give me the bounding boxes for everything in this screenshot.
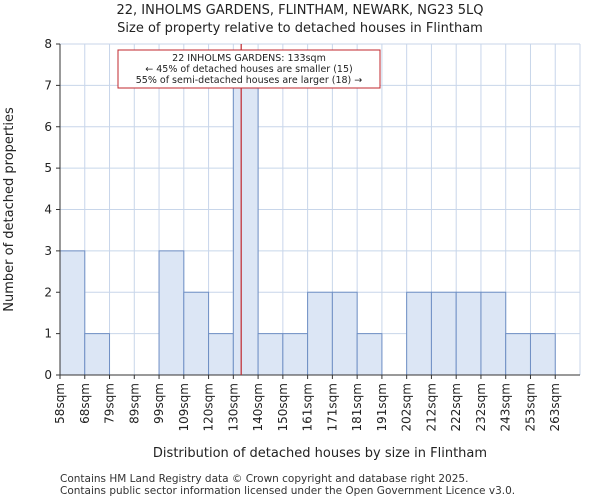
y-tick-label: 0 bbox=[44, 368, 52, 382]
x-tick-label: 202sqm bbox=[400, 383, 414, 431]
x-tick-label: 79sqm bbox=[103, 383, 117, 424]
x-tick-label: 99sqm bbox=[152, 383, 166, 424]
y-tick-label: 6 bbox=[44, 120, 52, 134]
x-tick-label: 140sqm bbox=[251, 383, 265, 431]
histogram-bar bbox=[505, 333, 531, 376]
y-tick-label: 8 bbox=[44, 37, 52, 51]
histogram-bar bbox=[257, 333, 284, 376]
annotation-line-1: 22 INHOLMS GARDENS: 133sqm bbox=[172, 53, 326, 64]
histogram-bar bbox=[282, 333, 309, 376]
y-tick-label: 7 bbox=[44, 78, 52, 92]
histogram-bar bbox=[529, 333, 556, 376]
x-tick-label: 232sqm bbox=[474, 383, 488, 431]
x-tick-label: 212sqm bbox=[424, 383, 438, 431]
x-tick-label: 263sqm bbox=[548, 383, 562, 431]
histogram-bar bbox=[331, 291, 358, 376]
x-axis-title: Distribution of detached houses by size … bbox=[153, 446, 487, 461]
x-tick-label: 222sqm bbox=[449, 383, 463, 431]
x-tick-label: 68sqm bbox=[78, 383, 92, 424]
histogram-bar bbox=[406, 291, 432, 376]
histogram-bar bbox=[84, 333, 111, 376]
x-tick-label: 171sqm bbox=[325, 383, 339, 431]
y-tick-label: 5 bbox=[44, 161, 52, 175]
annotation-line-3: 55% of semi-detached houses are larger (… bbox=[136, 75, 363, 86]
histogram-bar bbox=[232, 84, 259, 376]
histogram-bar bbox=[307, 291, 333, 376]
histogram-bar bbox=[356, 333, 383, 376]
x-tick-label: 150sqm bbox=[276, 383, 290, 431]
annotation-box bbox=[117, 49, 381, 89]
x-tick-label: 191sqm bbox=[375, 383, 389, 431]
y-tick-label: 2 bbox=[44, 285, 52, 299]
histogram-bar bbox=[430, 291, 457, 376]
chart-subtitle: Size of property relative to detached ho… bbox=[117, 21, 483, 36]
histogram-bar bbox=[158, 250, 185, 376]
y-tick-label: 1 bbox=[44, 327, 52, 341]
histogram-bar bbox=[208, 333, 234, 376]
y-tick-label: 3 bbox=[44, 244, 52, 258]
y-tick-label: 4 bbox=[44, 203, 52, 217]
x-tick-label: 181sqm bbox=[350, 383, 364, 431]
x-tick-label: 130sqm bbox=[226, 383, 240, 431]
annotation-line-2: ← 45% of detached houses are smaller (15… bbox=[145, 64, 352, 75]
histogram-bar bbox=[455, 291, 482, 376]
histogram-bar bbox=[59, 250, 86, 376]
histogram-bar bbox=[183, 291, 210, 376]
x-tick-label: 243sqm bbox=[499, 383, 513, 431]
histogram-bar bbox=[480, 291, 507, 376]
y-axis-title: Number of detached properties bbox=[2, 107, 17, 312]
x-tick-label: 161sqm bbox=[301, 383, 315, 431]
chart-title: 22, INHOLMS GARDENS, FLINTHAM, NEWARK, N… bbox=[116, 3, 484, 18]
x-tick-label: 120sqm bbox=[202, 383, 216, 431]
x-tick-label: 58sqm bbox=[53, 383, 67, 424]
footer-licence: Contains public sector information licen… bbox=[60, 485, 516, 497]
x-tick-label: 253sqm bbox=[523, 383, 537, 431]
x-tick-label: 89sqm bbox=[127, 383, 141, 424]
x-tick-label: 109sqm bbox=[177, 383, 191, 431]
footer-copyright: Contains HM Land Registry data © Crown c… bbox=[60, 473, 469, 485]
